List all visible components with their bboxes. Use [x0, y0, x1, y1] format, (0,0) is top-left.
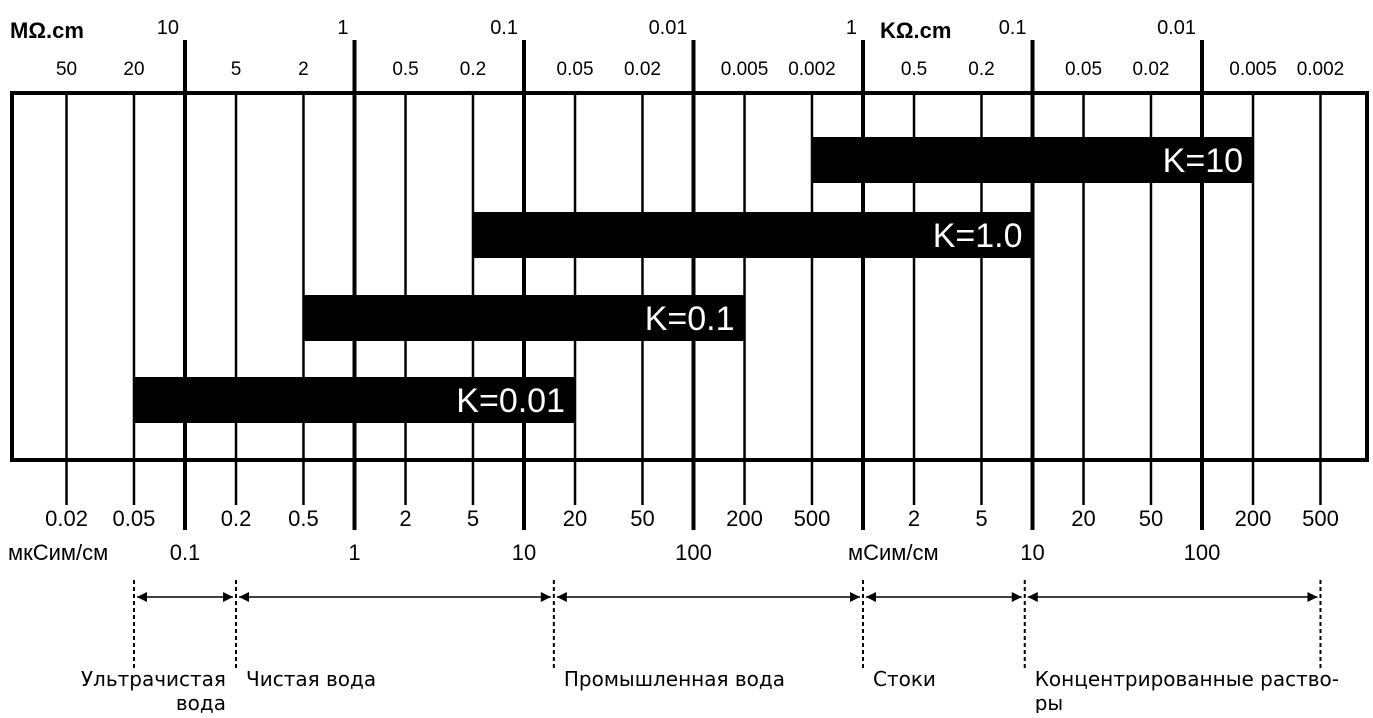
range-label-line: Стоки [873, 667, 936, 691]
range-label: Чистая вода [246, 667, 376, 691]
resistivity-unit-kiloohm: KΩ.cm [880, 18, 951, 43]
resistivity-major-label: 0.1 [490, 17, 518, 39]
resistivity-minor-label: 0.002 [788, 59, 836, 80]
resistivity-minor-label: 0.02 [624, 59, 661, 80]
resistivity-minor-label: 0.002 [1297, 59, 1345, 80]
cell-constant-bar [303, 295, 745, 341]
conductivity-minor-label: 2 [908, 506, 920, 531]
range-arrowhead-right [1307, 592, 1318, 602]
resistivity-minor-label: 0.2 [968, 59, 994, 80]
resistivity-minor-label: 2 [298, 59, 309, 80]
cell-constant-bars: K=10 K=1.0 K=0.1 K=0.01 [133, 137, 1254, 423]
conductivity-minor-label: 500 [794, 506, 831, 531]
range-label: Промышленная вода [564, 667, 785, 691]
resistivity-minor-label: 0.005 [721, 59, 769, 80]
resistivity-unit-megaohm: MΩ.cm [10, 18, 84, 43]
conductivity-minor-label: 0.05 [113, 506, 156, 531]
resistivity-minor-label: 0.2 [460, 59, 486, 80]
conductivity-minor-label: 50 [1139, 506, 1163, 531]
range-arrowhead-right [1011, 592, 1022, 602]
range-arrowhead-left [239, 592, 250, 602]
range-arrowhead-right [850, 592, 860, 602]
resistivity-major-label: 1 [846, 17, 857, 39]
conductivity-minor-label: 5 [467, 506, 479, 531]
resistivity-minor-label: 0.5 [901, 59, 927, 80]
resistivity-major-label: 1 [337, 17, 348, 39]
resistivity-minor-label: 0.05 [1065, 59, 1102, 80]
resistivity-minor-label: 5 [231, 59, 242, 80]
range-label-line: ры [1035, 691, 1064, 713]
cell-constant-bar [133, 377, 576, 423]
conductivity-minor-label: 500 [1302, 506, 1339, 531]
range-label-line: Концентрированные раство- [1035, 667, 1339, 691]
conductivity-unit-micro: мкСим/см [8, 540, 108, 565]
range-label: Стоки [873, 667, 936, 691]
resistivity-minor-label: 20 [123, 59, 144, 80]
water-type-ranges: Ультрачистая вода Чистая вода Промышленная … [81, 580, 1339, 715]
cell-constant-label: K=0.01 [456, 382, 565, 420]
resistivity-minor-label: 0.02 [1132, 59, 1169, 80]
range-arrowhead-left [556, 592, 567, 602]
resistivity-major-label: 0.01 [1157, 17, 1196, 39]
range-label-line: Ультрачистая [81, 667, 226, 691]
resistivity-major-label: 0.01 [649, 17, 688, 39]
scale-gridlines [65, 40, 1322, 530]
resistivity-axis: MΩ.cm KΩ.cm 10 1 0.1 0.01 1 0.1 0.01 50 20 5 2 0.5 0… [10, 17, 1344, 80]
conductivity-minor-label: 50 [630, 506, 654, 531]
conductivity-major-label: 10 [512, 540, 536, 565]
cell-constant-label: K=10 [1163, 142, 1243, 180]
resistivity-minor-label: 0.5 [392, 59, 418, 80]
conductivity-minor-label: 0.5 [288, 506, 319, 531]
conductivity-major-label: 0.1 [170, 540, 201, 565]
range-arrowhead-left [866, 592, 876, 602]
scale-frame [10, 91, 1369, 462]
range-arrowhead-left [1027, 592, 1038, 602]
resistivity-minor-label: 0.005 [1229, 59, 1277, 80]
conductivity-axis: мкСим/см мСим/см 0.02 0.05 0.2 0.5 2 5 20 50 200… [8, 506, 1339, 565]
resistivity-major-label: 0.1 [999, 17, 1027, 39]
conductivity-minor-label: 20 [1071, 506, 1095, 531]
conductivity-minor-label: 0.2 [221, 506, 252, 531]
cell-constant-bar [811, 137, 1254, 183]
range-label-line: Промышленная вода [564, 667, 785, 691]
conductivity-minor-label: 5 [975, 506, 987, 531]
conductivity-minor-label: 2 [399, 506, 411, 531]
conductivity-major-label: 100 [675, 540, 712, 565]
resistivity-minor-label: 0.05 [557, 59, 594, 80]
conductivity-minor-label: 20 [563, 506, 587, 531]
cell-constant-label: K=0.1 [645, 300, 735, 338]
conductivity-major-label: 100 [1184, 540, 1221, 565]
range-arrowhead-right [540, 592, 551, 602]
conductivity-minor-label: 200 [1235, 506, 1272, 531]
cell-constant-label: K=1.0 [933, 217, 1023, 255]
conductivity-unit-milli: мСим/см [848, 540, 939, 565]
resistivity-major-label: 10 [157, 17, 179, 39]
range-label-line: вода [176, 691, 226, 713]
conductivity-major-label: 1 [348, 540, 360, 565]
resistivity-minor-label: 50 [56, 59, 77, 80]
conductivity-minor-label: 200 [726, 506, 763, 531]
conductivity-minor-label: 0.02 [45, 506, 88, 531]
range-arrowhead-right [223, 592, 234, 602]
cell-constant-bar [472, 212, 1033, 258]
range-arrowhead-left [136, 592, 147, 602]
range-label: Концентрированные раство-ры [1035, 667, 1339, 713]
conductivity-major-label: 10 [1020, 540, 1044, 565]
range-label-line: Чистая вода [246, 667, 376, 691]
range-label: Ультрачистая вода [81, 667, 226, 713]
